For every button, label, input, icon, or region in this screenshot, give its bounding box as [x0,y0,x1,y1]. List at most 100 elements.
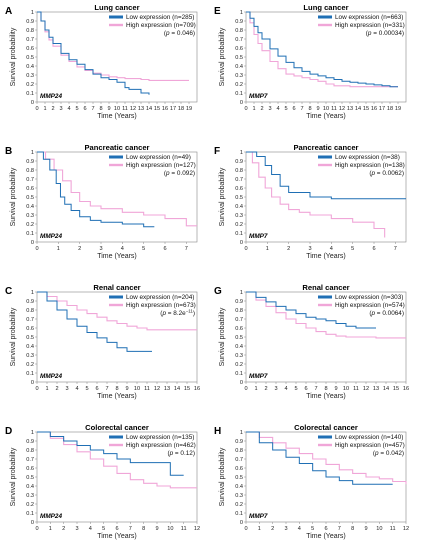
y-tick-label: 0.2 [235,222,243,228]
p-value: (p = 0.12) [167,450,195,457]
y-tick-label: 0.1 [235,91,243,97]
p-value-open: ( [369,310,372,317]
x-tick-label: 5 [75,106,78,112]
p-value-open: ( [160,310,163,317]
gene-label: MMP24 [40,513,62,520]
y-tick-label: 0.9 [26,439,34,445]
x-tick-label: 2 [264,386,267,392]
x-tick-label: 12 [194,526,200,532]
x-tick-label: 6 [292,106,295,112]
panel-b: B Pancreatic cancer 0 0.1 0.2 0.3 0.4 0.5 0.6 0.7… [5,143,198,260]
x-tick-label: 15 [393,386,399,392]
legend-label: Low expression (n=135) [126,434,194,441]
y-tick-label: 1 [240,430,243,436]
legend-label: High expression (n=673) [126,302,196,309]
y-tick-label: 0.3 [26,73,34,79]
x-tick-label: 4 [67,106,70,112]
gene-label: MMP7 [249,513,268,520]
legend-label: Low expression (n=285) [126,14,194,21]
x-tick-label: 4 [298,526,301,532]
x-tick-label: 3 [59,106,62,112]
x-tick-label: 0 [35,106,38,112]
x-tick-label: 15 [154,106,160,112]
y-tick-label: 0.1 [235,371,243,377]
y-tick-label: 1 [240,10,243,16]
panel-c: C Renal cancer 0 0.1 0.2 0.3 0.4 0.5 0.6 0.7 0.8 0.… [5,283,200,400]
p-value-symbol: p [161,310,166,317]
low-expression-curve [246,11,398,88]
x-tick-label: 16 [194,386,200,392]
y-tick-label: 0.1 [26,231,34,237]
x-tick-label: 6 [372,246,375,252]
y-tick-label: 0.8 [26,168,34,174]
high-expression-curve [246,11,398,88]
p-value-symbol: p [370,170,375,177]
y-tick-label: 0.2 [26,82,34,88]
panel-letter: A [5,6,12,17]
x-axis-label: Time (Years) [97,113,137,120]
p-value-open: ( [366,30,369,37]
x-tick-label: 7 [338,526,341,532]
y-tick-label: 1 [31,10,34,16]
high-expression-curve [246,291,406,339]
y-tick-label: 1 [240,290,243,296]
y-tick-label: 0.9 [235,439,243,445]
chart-title: Renal cancer [302,283,349,292]
x-tick-label: 5 [294,386,297,392]
p-value-exponent: −11 [186,309,194,314]
y-tick-label: 0 [31,520,34,526]
y-tick-label: 0.7 [235,177,243,183]
x-tick-label: 4 [75,386,78,392]
x-tick-label: 16 [403,386,409,392]
x-tick-label: 5 [85,386,88,392]
y-tick-label: 0.7 [26,457,34,463]
x-tick-label: 0 [244,246,247,252]
x-tick-label: 2 [260,106,263,112]
y-tick-label: 1 [31,430,34,436]
legend-label: High expression (n=457) [335,442,405,449]
low-expression-curve [37,151,155,228]
y-tick-label: 1 [31,150,34,156]
x-tick-label: 8 [324,386,327,392]
x-tick-label: 14 [355,106,361,112]
x-tick-label: 13 [138,106,144,112]
y-tick-label: 0.8 [26,28,34,34]
y-tick-label: 0.3 [26,493,34,499]
x-tick-label: 7 [91,106,94,112]
p-value-open: ( [167,450,170,457]
y-tick-label: 0.1 [26,91,34,97]
x-tick-label: 10 [167,526,173,532]
y-tick-label: 0.3 [235,213,243,219]
x-tick-label: 2 [51,106,54,112]
x-tick-label: 10 [114,106,120,112]
p-value-open: ( [369,170,372,177]
x-tick-label: 10 [343,386,349,392]
x-tick-label: 7 [300,106,303,112]
x-tick-label: 9 [316,106,319,112]
x-tick-label: 5 [311,526,314,532]
y-tick-label: 0.3 [26,213,34,219]
chart-title: Renal cancer [93,283,140,292]
x-tick-label: 14 [383,386,389,392]
y-tick-label: 0.7 [235,37,243,43]
x-tick-label: 1 [258,526,261,532]
x-tick-label: 11 [181,526,187,532]
p-value-text: = 8.2e [166,310,186,317]
x-tick-label: 11 [390,526,396,532]
y-tick-label: 0.4 [26,64,34,70]
y-tick-label: 0 [31,100,34,106]
x-tick-label: 1 [45,386,48,392]
x-tick-label: 3 [284,526,287,532]
x-tick-label: 9 [107,106,110,112]
x-tick-label: 7 [394,246,397,252]
x-axis-label: Time (Years) [306,253,346,260]
panel-letter: G [214,286,222,297]
panel-f: F Pancreatic cancer 0 0.1 0.2 0.3 0.4 0.5 0.6 0.7… [214,143,407,260]
y-tick-label: 0.6 [26,466,34,472]
p-value: (p = 0.00034) [366,30,404,37]
x-axis-label: Time (Years) [97,533,137,540]
y-tick-label: 0.4 [26,484,34,490]
high-expression-curve [37,151,197,227]
legend-label: High expression (n=331) [335,22,405,29]
